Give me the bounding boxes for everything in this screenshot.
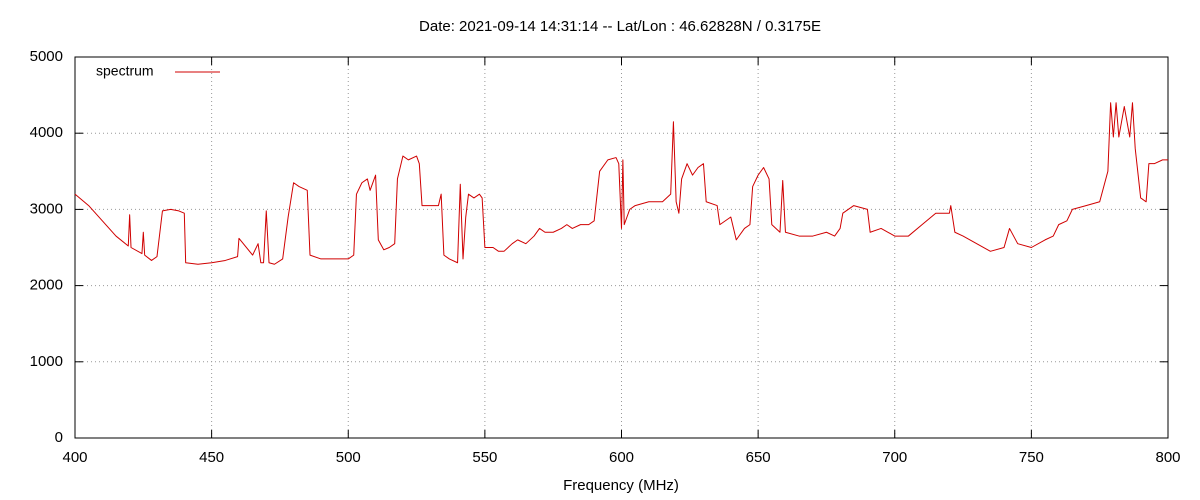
y-tick-label: 4000 bbox=[30, 124, 63, 141]
plot-frame bbox=[74, 56, 1169, 439]
spectrum-line bbox=[74, 102, 1168, 265]
x-tick-label: 500 bbox=[336, 449, 361, 466]
x-tick-label: 650 bbox=[746, 449, 771, 466]
y-tick-label: 0 bbox=[55, 429, 63, 446]
y-tick-label: 5000 bbox=[30, 48, 63, 65]
x-tick-label: 800 bbox=[1155, 449, 1180, 466]
x-tick-label: 550 bbox=[472, 449, 497, 466]
x-tick-label: 600 bbox=[609, 449, 634, 466]
x-tick-label: 450 bbox=[199, 449, 224, 466]
x-tick-label: 750 bbox=[1019, 449, 1044, 466]
y-tick-label: 3000 bbox=[30, 200, 63, 217]
x-tick-label: 700 bbox=[882, 449, 907, 466]
y-tick-label: 1000 bbox=[30, 353, 63, 370]
y-tick-label: 2000 bbox=[30, 277, 63, 294]
legend-label: spectrum bbox=[96, 63, 154, 79]
chart-title: Date: 2021-09-14 14:31:14 -- Lat/Lon : 4… bbox=[419, 18, 821, 35]
x-tick-label: 400 bbox=[62, 449, 87, 466]
x-axis-label: Frequency (MHz) bbox=[563, 477, 679, 494]
